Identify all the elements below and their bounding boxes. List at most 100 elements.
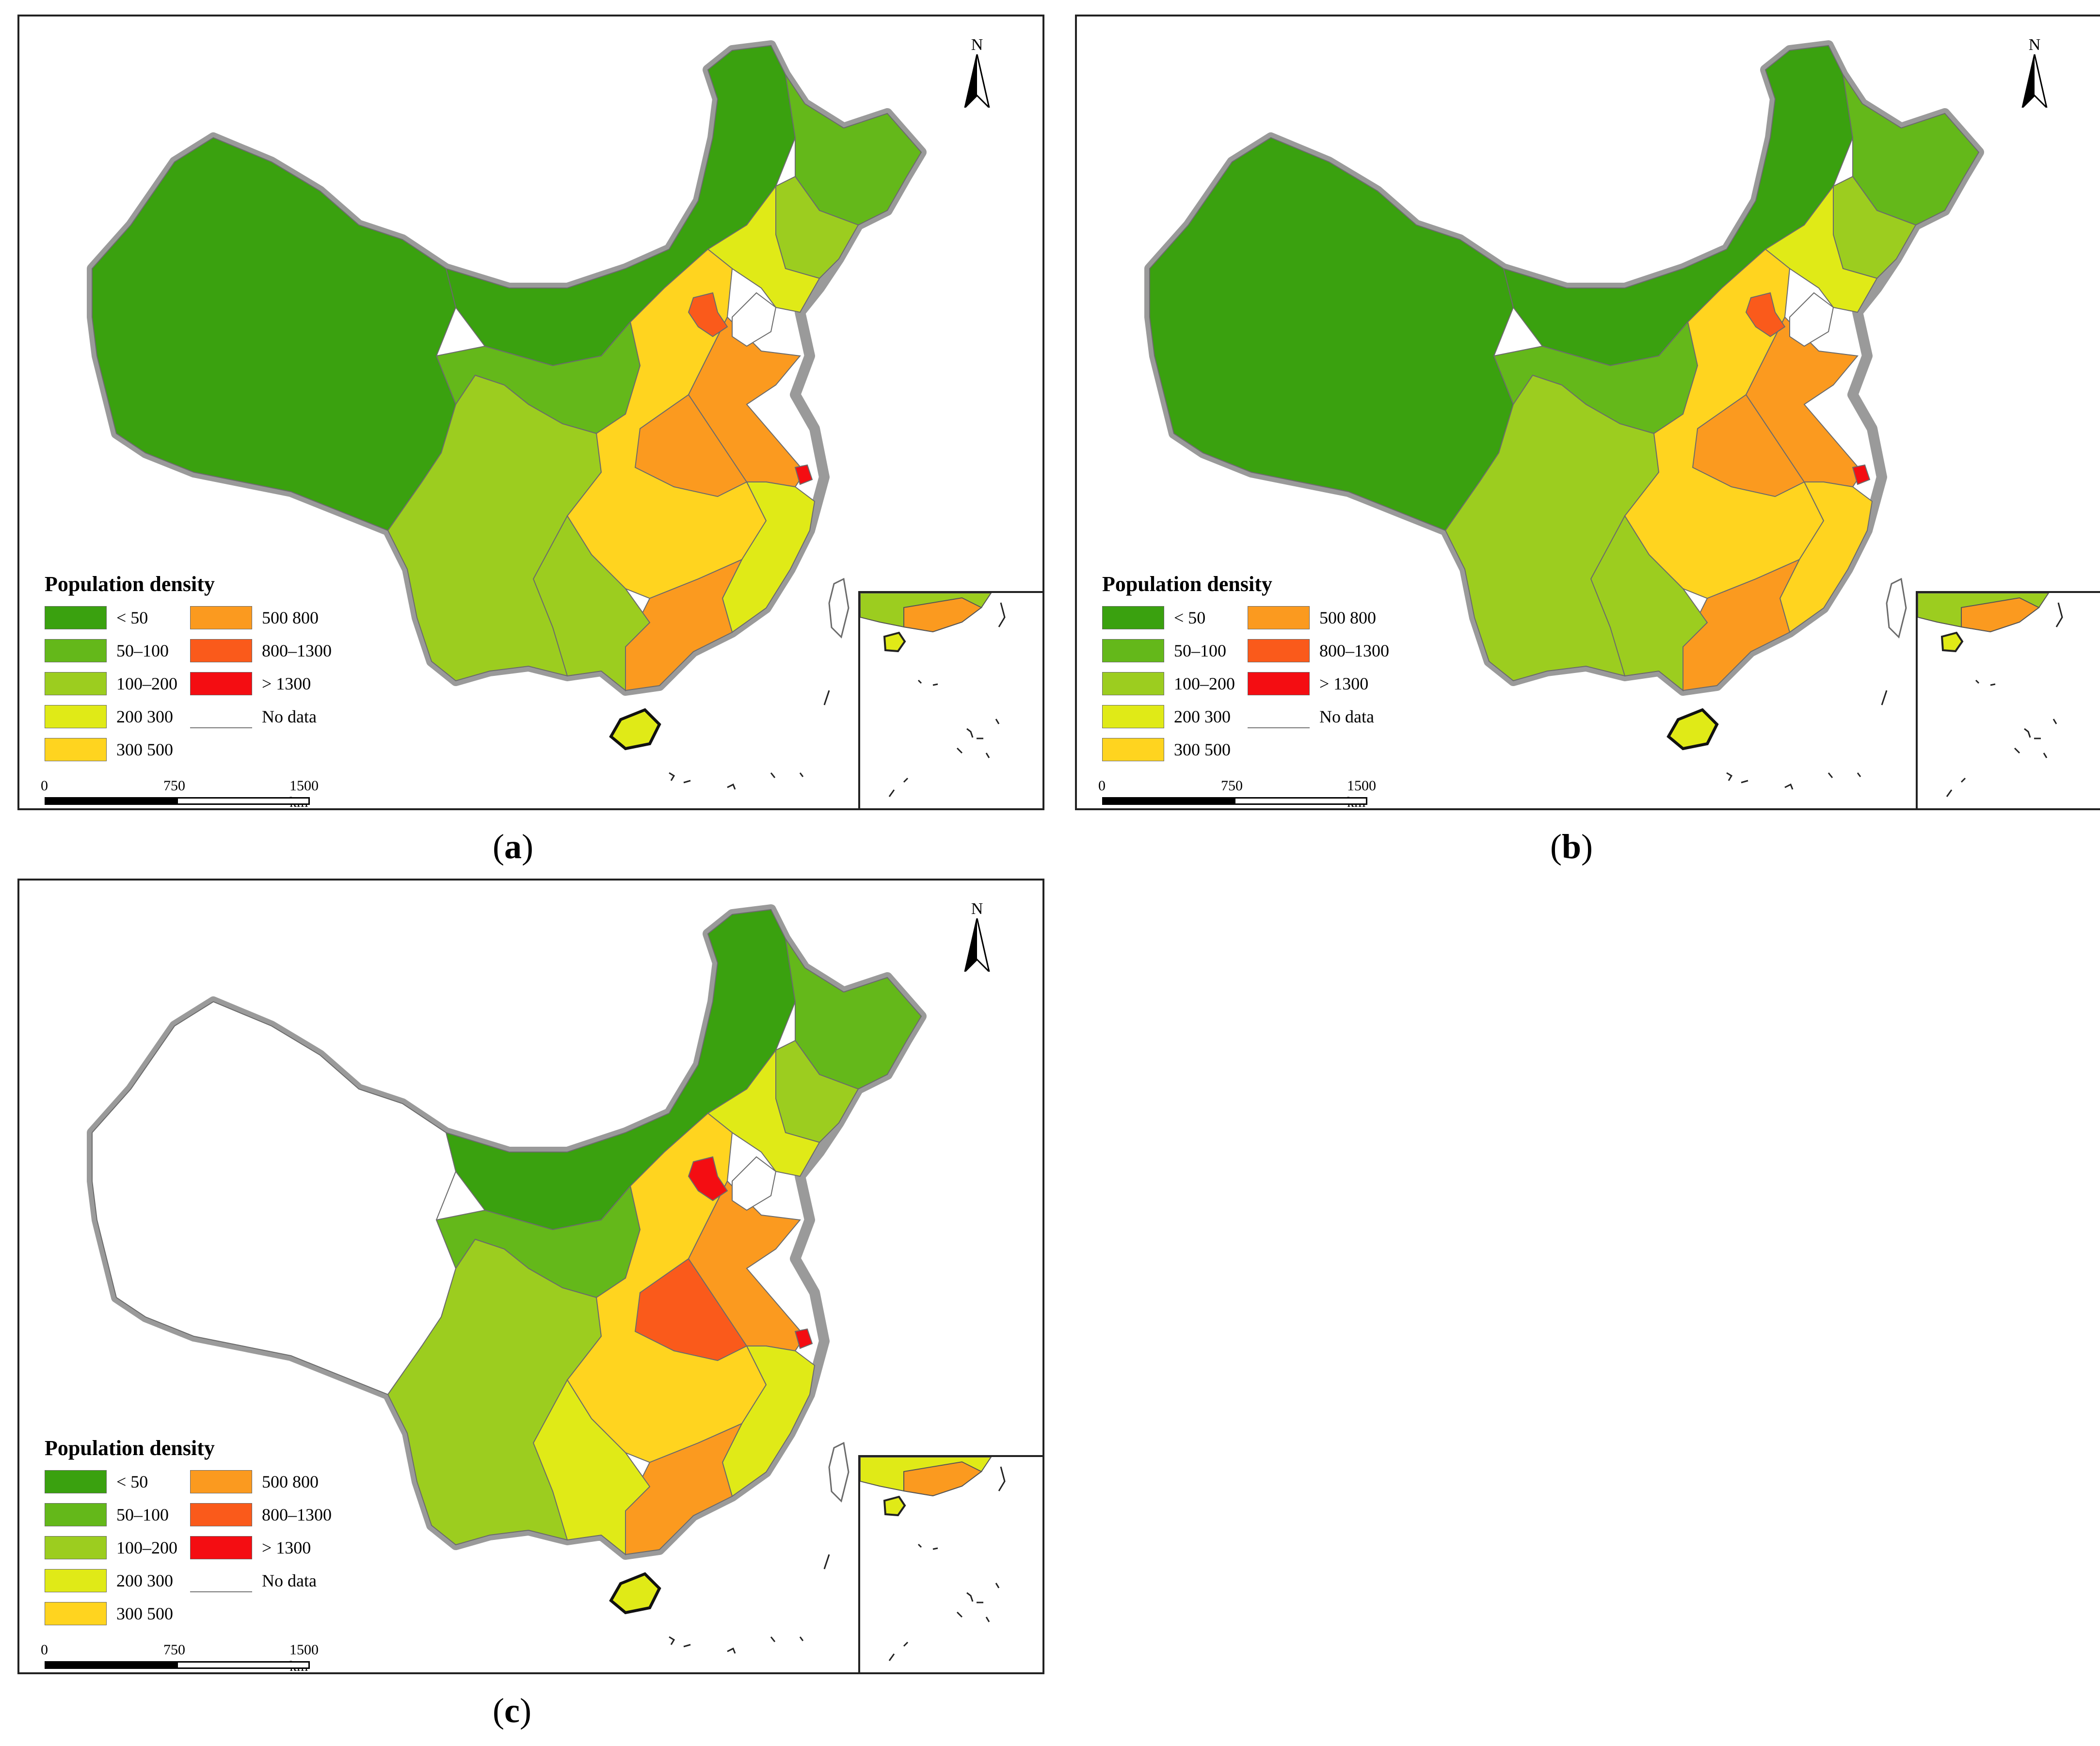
scale-tick-1500: 1500 km xyxy=(289,1642,319,1672)
region-hainan xyxy=(609,708,661,751)
region-northeast xyxy=(785,74,922,226)
region-shandong xyxy=(688,1180,806,1352)
legend-swatch-line xyxy=(190,705,252,728)
inset-map xyxy=(860,593,1006,797)
map-panel-a: N Population density < 50 50–100 xyxy=(17,15,1044,810)
scale-tick-0: 0 xyxy=(1098,778,1106,794)
legend: Population density < 50 50–100 100–200 2… xyxy=(1102,572,1471,775)
legend-label: 800–1300 xyxy=(262,1505,332,1524)
china-map xyxy=(87,40,927,790)
legend-item-200-300: 200 300 xyxy=(45,705,173,729)
legend-item-50-100: 50–100 xyxy=(45,1503,169,1527)
legend-title: Population density xyxy=(1102,572,1272,596)
legend-item-800-1300: 800–1300 xyxy=(1248,639,1389,663)
caption-b: (b) xyxy=(1550,827,1593,866)
south-china-sea-inset xyxy=(1916,591,2100,808)
taiwan-outline xyxy=(1886,577,1907,639)
scale-tick-0: 0 xyxy=(41,1642,48,1658)
legend-item-800-1300: 800–1300 xyxy=(190,1503,332,1527)
map-panel-b: N Population density < 50 50–100 xyxy=(1075,15,2100,810)
legend-swatch-line xyxy=(190,1569,252,1592)
region-shanghai xyxy=(794,464,813,485)
legend-label: No data xyxy=(1319,707,1374,726)
legend-label: No data xyxy=(262,1571,317,1590)
inset-hainan xyxy=(883,631,906,653)
legend-item-800-1300: 800–1300 xyxy=(190,639,332,663)
scale-tick-750: 750 xyxy=(163,1642,185,1658)
legend-swatch xyxy=(1248,672,1310,695)
china-map xyxy=(1144,40,1984,790)
legend-item-lt50: < 50 xyxy=(1102,606,1205,630)
north-arrow: N xyxy=(958,900,996,982)
legend-swatch xyxy=(190,672,252,695)
region-shanghai xyxy=(1852,464,1871,485)
legend-label: 50–100 xyxy=(1174,641,1226,660)
legend-label: > 1300 xyxy=(1319,674,1369,693)
bohai-sea xyxy=(732,1156,777,1211)
legend-swatch xyxy=(190,1503,252,1526)
inset-map xyxy=(860,1457,1006,1661)
legend-label: < 50 xyxy=(1174,608,1206,627)
legend-item-300-500: 300 500 xyxy=(1102,737,1231,762)
scale-tick-750: 750 xyxy=(163,778,185,794)
legend-swatch xyxy=(1248,606,1310,629)
legend-item-200-300: 200 300 xyxy=(45,1569,173,1593)
inset-islands xyxy=(1946,602,2063,797)
scale-bar: 0 750 1500 km xyxy=(41,778,319,808)
legend-swatch xyxy=(1102,738,1164,761)
legend-item-lt50: < 50 xyxy=(45,606,148,630)
legend-item-300-500: 300 500 xyxy=(45,1602,173,1626)
legend-swatch xyxy=(45,1503,107,1526)
north-arrow-icon xyxy=(2021,54,2048,110)
legend-label: No data xyxy=(262,707,317,726)
south-china-sea-inset xyxy=(858,591,1042,808)
inset-map xyxy=(1917,593,2063,797)
map-panel-c: N Population density < 50 50–100 xyxy=(17,879,1044,1674)
south-sea-islands xyxy=(669,1554,830,1654)
region-beijing xyxy=(1745,292,1786,337)
south-china-sea-inset xyxy=(858,1455,1042,1672)
legend-swatch xyxy=(45,738,107,761)
legend-label: 300 500 xyxy=(116,1604,173,1623)
region-south xyxy=(532,515,651,692)
legend-label: 800–1300 xyxy=(262,641,332,660)
legend-swatch xyxy=(190,1536,252,1559)
legend-swatch xyxy=(45,1602,107,1625)
legend-swatch xyxy=(45,606,107,629)
scale-bar-white xyxy=(176,1661,310,1669)
legend-item-500-800: 500 800 xyxy=(190,606,319,630)
region-northeast xyxy=(785,938,922,1090)
legend-label: 200 300 xyxy=(116,707,173,726)
north-arrow-icon xyxy=(963,918,991,974)
legend-label: > 1300 xyxy=(262,1538,311,1557)
south-sea-islands xyxy=(1726,690,1888,790)
inset-guangdong xyxy=(903,1461,982,1497)
legend-item-50-100: 50–100 xyxy=(45,639,169,663)
scale-bar-black xyxy=(1102,797,1235,805)
bohai-sea xyxy=(1789,292,1834,347)
legend-label: 300 500 xyxy=(1174,740,1231,759)
legend-item-gt1300: > 1300 xyxy=(1248,672,1368,696)
legend-title: Population density xyxy=(45,572,215,596)
legend-item-50-100: 50–100 xyxy=(1102,639,1226,663)
legend-item-gt1300: > 1300 xyxy=(190,1536,311,1560)
legend-item-nodata: No data xyxy=(1248,705,1374,729)
legend-swatch xyxy=(1102,606,1164,629)
region-northeast xyxy=(1843,74,1980,226)
scale-bar: 0 750 1500 km xyxy=(1098,778,1376,808)
region-shandong xyxy=(688,316,806,488)
scale-tick-1500: 1500 km xyxy=(1347,778,1376,808)
legend-label: 800–1300 xyxy=(1319,641,1389,660)
legend-swatch xyxy=(45,1536,107,1559)
north-arrow-icon xyxy=(963,54,991,110)
legend-label: 50–100 xyxy=(116,641,169,660)
legend-item-lt50: < 50 xyxy=(45,1470,148,1494)
legend-label: 500 800 xyxy=(262,1472,319,1491)
legend-label: > 1300 xyxy=(262,674,311,693)
scale-tick-0: 0 xyxy=(41,778,48,794)
legend-label: 50–100 xyxy=(116,1505,169,1524)
legend-label: 300 500 xyxy=(116,740,173,759)
south-sea-islands xyxy=(669,690,830,790)
legend-label: 200 300 xyxy=(1174,707,1231,726)
inset-hainan xyxy=(1940,631,1964,653)
